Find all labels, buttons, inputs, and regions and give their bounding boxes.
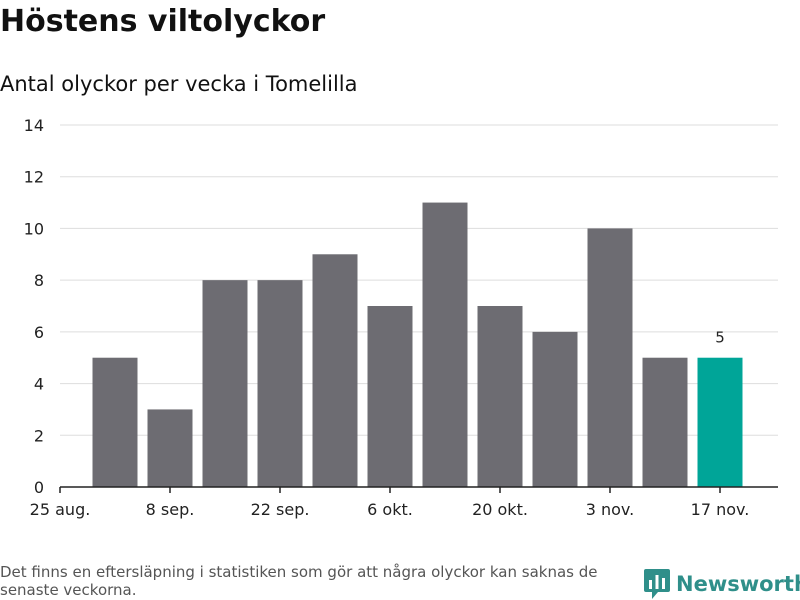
data-label: 5 [715, 329, 725, 347]
x-tick-label: 25 aug. [30, 500, 91, 519]
bar [477, 306, 523, 487]
newsworthy-logo-icon [644, 569, 670, 599]
x-tick-label: 22 sep. [251, 500, 310, 519]
footer-note: Det finns en eftersläpning i statistiken… [0, 563, 598, 599]
brand-name: Newsworthy [676, 572, 800, 596]
y-tick-label: 6 [34, 323, 44, 342]
chart-title: Höstens viltolyckor [0, 4, 326, 39]
bar [367, 306, 413, 487]
bar [92, 357, 138, 487]
chart-subtitle: Antal olyckor per vecka i Tomelilla [0, 72, 358, 96]
x-tick-label: 17 nov. [691, 500, 750, 519]
y-tick-label: 8 [34, 271, 44, 290]
bar [202, 280, 248, 487]
y-tick-label: 10 [24, 219, 44, 238]
y-tick-label: 4 [34, 375, 44, 394]
bar [697, 357, 743, 487]
y-tick-label: 2 [34, 426, 44, 445]
y-tick-label: 0 [34, 478, 44, 497]
x-tick-label: 3 nov. [586, 500, 635, 519]
bar [312, 254, 358, 487]
y-tick-label: 12 [24, 168, 44, 187]
bar [257, 280, 303, 487]
bar [147, 409, 193, 487]
x-tick-label: 6 okt. [367, 500, 413, 519]
bar [587, 228, 633, 487]
x-tick-label: 20 okt. [472, 500, 528, 519]
bar-chart: 0 2 4 6 8 10 12 14 5 25 aug. 8 sep. 22 sep. 6 okt. 20… [24, 116, 778, 519]
y-tick-label: 14 [24, 116, 44, 135]
bar [532, 331, 578, 487]
x-tick-label: 8 sep. [146, 500, 195, 519]
brand-logo: Newsworthy [644, 568, 800, 600]
bar [422, 202, 468, 488]
bar [642, 357, 688, 487]
